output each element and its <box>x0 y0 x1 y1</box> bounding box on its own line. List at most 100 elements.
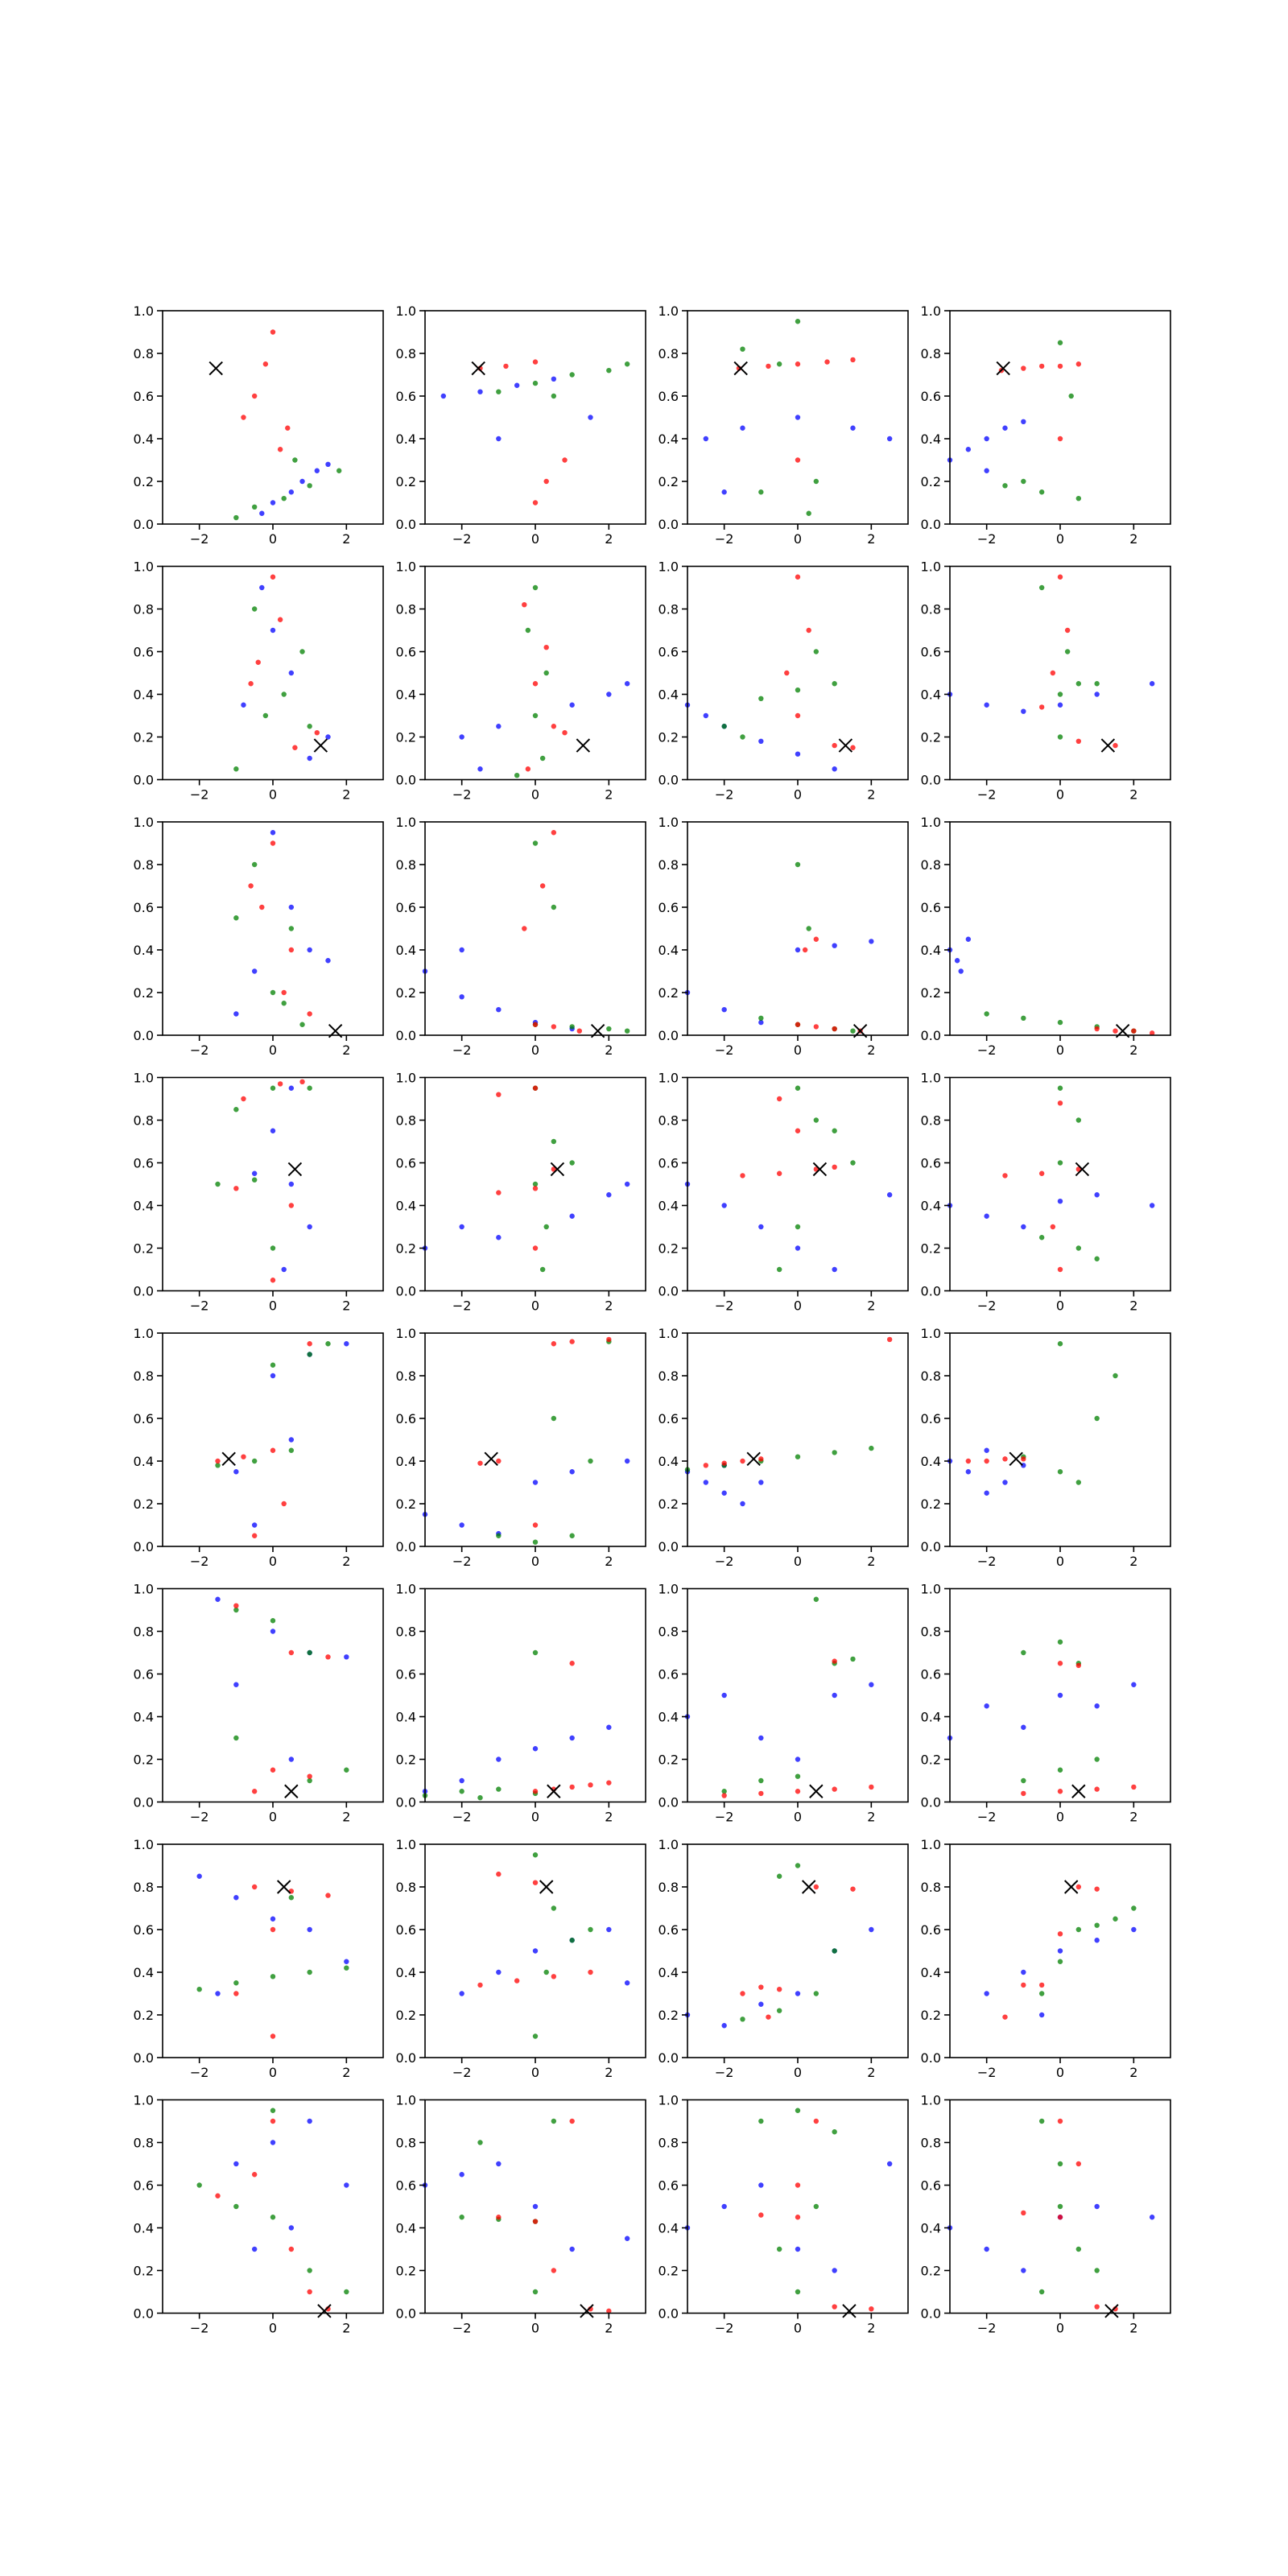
y-tick-label: 0.6 <box>658 389 679 404</box>
scatter-point <box>984 1458 989 1464</box>
y-tick-label: 0.4 <box>921 1199 941 1214</box>
y-tick-label: 0.6 <box>921 1411 941 1426</box>
scatter-point <box>758 1777 764 1784</box>
y-tick-label: 1.0 <box>396 815 416 830</box>
scatter-point <box>569 1938 575 1943</box>
subplot: −2 0 2 0.0 0.2 0.4 0.6 0.8 1.0 <box>134 559 384 803</box>
axes-frame <box>424 1332 646 1547</box>
y-tick-label: 0.8 <box>921 1368 941 1384</box>
x-marker <box>284 1784 299 1798</box>
subplot: −2 0 2 0.0 0.2 0.4 0.6 0.8 1.0 <box>396 303 646 547</box>
x-tick-label: 0 <box>269 1042 277 1058</box>
x-tick-label: −2 <box>715 787 734 803</box>
x-tick-label: 0 <box>269 1554 277 1569</box>
subplot: −2 0 2 0.0 0.2 0.4 0.6 0.8 1.0 <box>658 2093 909 2336</box>
y-tick-label: 0.8 <box>134 1368 154 1384</box>
scatter-point <box>795 1128 801 1133</box>
scatter-point <box>307 1011 312 1017</box>
scatter-point <box>832 1692 837 1699</box>
scatter-point <box>569 702 575 708</box>
scatter-point <box>806 510 811 516</box>
scatter-point <box>1057 734 1063 740</box>
y-tick-label: 1.0 <box>921 1582 941 1597</box>
x-marker-stroke <box>550 1162 565 1177</box>
x-marker-stroke <box>1104 2304 1119 2318</box>
scatter-point <box>525 627 531 634</box>
scatter-point <box>532 1852 539 1858</box>
scatter-point <box>813 936 819 942</box>
scatter-point <box>299 1022 305 1027</box>
x-marker-stroke <box>996 361 1010 376</box>
y-tick-label: 0.8 <box>134 2136 154 2151</box>
subplot: −2 0 2 0.0 0.2 0.4 0.6 0.8 1.0 <box>134 303 384 547</box>
y-tick-label: 1.0 <box>134 2093 154 2108</box>
scatter-point <box>606 2308 612 2314</box>
scatter-point <box>562 730 568 736</box>
scatter-point <box>869 1926 874 1933</box>
scatter-point <box>459 734 464 740</box>
scatter-point <box>721 2203 727 2210</box>
scatter-point <box>270 1128 276 1133</box>
scatter-point <box>588 1969 593 1975</box>
scatter-point <box>784 670 790 676</box>
scatter-point <box>1075 361 1082 367</box>
scatter-point <box>288 947 295 953</box>
scatter-point <box>984 1703 989 1709</box>
scatter-point <box>721 1460 727 1466</box>
scatter-point <box>1057 1341 1063 1347</box>
subplot: −2 0 2 0.0 0.2 0.4 0.6 0.8 1.0 <box>921 1582 1171 1825</box>
scatter-point <box>1002 425 1008 431</box>
scatter-point <box>539 883 546 889</box>
x-marker-stroke <box>471 361 485 376</box>
scatter-point <box>795 415 801 420</box>
scatter-point <box>270 830 276 836</box>
scatter-point <box>270 2118 276 2124</box>
scatter-point <box>624 1458 630 1464</box>
scatter-point <box>569 1024 575 1030</box>
scatter-point <box>795 1991 801 1996</box>
x-tick-label: −2 <box>190 1810 209 1825</box>
y-tick-label: 0.4 <box>396 943 416 958</box>
y-tick-label: 0.8 <box>134 1624 154 1640</box>
scatter-point <box>562 457 568 463</box>
scatter-point <box>721 1490 727 1496</box>
y-tick-label: 0.2 <box>921 1496 941 1512</box>
scatter-point <box>522 602 527 608</box>
scatter-point <box>288 926 295 931</box>
x-tick-label: −2 <box>190 1554 209 1569</box>
scatter-point <box>532 2203 539 2210</box>
x-marker <box>801 1880 816 1894</box>
scatter-point <box>721 2023 727 2029</box>
scatter-point <box>703 1480 709 1485</box>
subplot: −2 0 2 0.0 0.2 0.4 0.6 0.8 1.0 <box>921 2093 1171 2336</box>
x-tick-label: 2 <box>867 1554 875 1569</box>
scatter-point <box>543 478 549 485</box>
y-tick-label: 0.6 <box>134 645 154 660</box>
scatter-point <box>624 361 630 367</box>
y-tick-label: 1.0 <box>921 559 941 575</box>
y-tick-label: 0.2 <box>921 985 941 1001</box>
scatter-point <box>776 1987 782 1992</box>
scatter-point <box>270 627 276 634</box>
scatter-point <box>954 958 960 964</box>
scatter-point <box>307 1969 312 1975</box>
scatter-point <box>569 1469 575 1475</box>
scatter-point <box>241 1096 246 1102</box>
scatter-point <box>255 659 261 665</box>
scatter-point <box>588 1926 593 1933</box>
y-tick-label: 0.4 <box>134 1199 154 1214</box>
x-marker <box>838 738 853 753</box>
scatter-point <box>459 1789 464 1794</box>
x-marker-stroke <box>1009 1451 1023 1467</box>
y-tick-label: 0.6 <box>658 1922 679 1938</box>
scatter-point <box>307 1649 312 1656</box>
y-tick-label: 0.4 <box>921 2221 941 2236</box>
scatter-point <box>1057 1959 1063 1964</box>
subplot: −2 0 2 0.0 0.2 0.4 0.6 0.8 1.0 <box>396 1582 646 1825</box>
x-tick-label: −2 <box>715 531 734 547</box>
scatter-point <box>1021 478 1026 485</box>
scatter-point <box>288 1203 295 1208</box>
scatter-point <box>1021 2210 1026 2216</box>
scatter-point <box>288 1895 295 1901</box>
scatter-point <box>832 1450 837 1455</box>
